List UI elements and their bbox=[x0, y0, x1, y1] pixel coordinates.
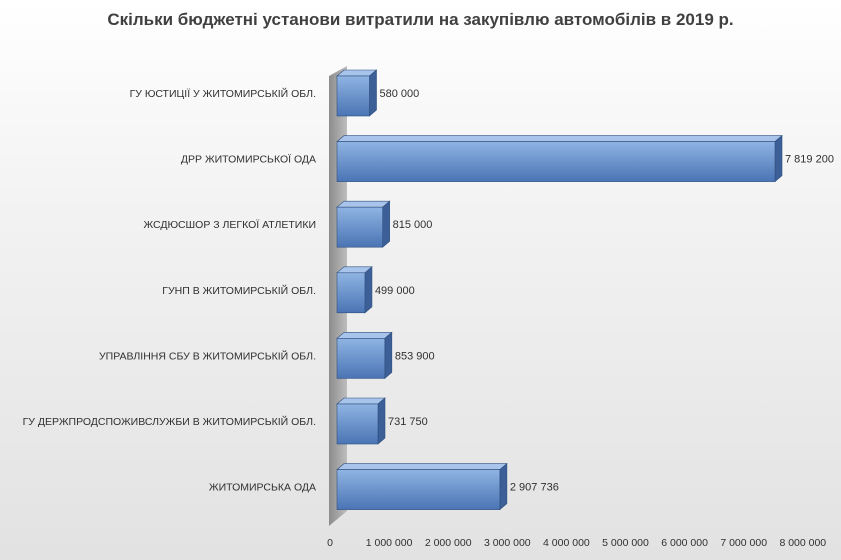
bar-side-face bbox=[499, 462, 508, 511]
x-tick-label: 5 000 000 bbox=[602, 537, 649, 549]
bar-side-face bbox=[364, 266, 373, 314]
category-label: ЖСДЮСШОР З ЛЕГКОЇ АТЛЕТИКИ bbox=[143, 219, 316, 231]
bar-front-face bbox=[336, 75, 370, 117]
x-tick-label: 7 000 000 bbox=[720, 537, 767, 549]
value-label: 7 819 200 bbox=[785, 154, 834, 166]
x-tick-label: 1 000 000 bbox=[366, 537, 413, 549]
value-label: 580 000 bbox=[379, 88, 419, 100]
value-label: 853 900 bbox=[395, 350, 435, 362]
category-label: ДРР ЖИТОМИРСЬКОЇ ОДА bbox=[181, 154, 316, 166]
chart-title: Скільки бюджетні установи витратили на з… bbox=[107, 10, 734, 29]
category-label: ГУ ЮСТИЦІЇ У ЖИТОМИРСЬКІЙ ОБЛ. bbox=[130, 87, 316, 100]
bar-0 bbox=[336, 69, 378, 117]
x-tick-label: 2 000 000 bbox=[425, 537, 472, 549]
value-label: 731 750 bbox=[388, 416, 428, 428]
x-tick-label: 8 000 000 bbox=[779, 537, 826, 549]
value-label: 815 000 bbox=[393, 219, 433, 231]
bar-top-face bbox=[336, 397, 386, 405]
x-tick-label: 4 000 000 bbox=[543, 537, 590, 549]
bar-side-face bbox=[382, 200, 390, 248]
x-tick-label: 0 bbox=[327, 537, 333, 549]
bar-front-face bbox=[336, 272, 366, 314]
bar-5 bbox=[336, 397, 386, 445]
bar-top-face bbox=[336, 200, 391, 208]
bar-top-face bbox=[336, 332, 393, 339]
x-tick-label: 3 000 000 bbox=[484, 537, 531, 549]
bar-side-face bbox=[369, 69, 377, 117]
x-tick-label: 6 000 000 bbox=[661, 537, 708, 549]
bar-front-face bbox=[336, 141, 776, 182]
bar-top-face bbox=[336, 135, 783, 142]
category-label: УПРАВЛІННЯ СБУ В ЖИТОМИРСЬКІЙ ОБЛ. bbox=[99, 349, 316, 362]
bar-front-face bbox=[336, 469, 501, 510]
bar-side-face bbox=[774, 134, 783, 183]
value-label: 499 000 bbox=[375, 285, 415, 297]
bar-4 bbox=[336, 331, 393, 380]
bar-front-face bbox=[336, 338, 386, 379]
bar-3 bbox=[336, 266, 373, 314]
bar-6 bbox=[336, 462, 508, 511]
category-label: ГУ ДЕРЖПРОДСПОЖИВСЛУЖБИ В ЖИТОМИРСЬКІЙ О… bbox=[23, 415, 316, 428]
bar-side-face bbox=[384, 331, 393, 380]
bar-front-face bbox=[336, 403, 379, 445]
bar-1 bbox=[336, 134, 783, 183]
bar-side-face bbox=[377, 397, 386, 445]
bar-top-face bbox=[336, 463, 508, 470]
bar-2 bbox=[336, 200, 391, 248]
value-label: 2 907 736 bbox=[510, 482, 559, 494]
bar-front-face bbox=[336, 206, 383, 248]
category-label: ГУНП В ЖИТОМИРСЬКІЙ ОБЛ. bbox=[162, 284, 316, 297]
category-label: ЖИТОМИРСЬКА ОДА bbox=[209, 482, 316, 494]
